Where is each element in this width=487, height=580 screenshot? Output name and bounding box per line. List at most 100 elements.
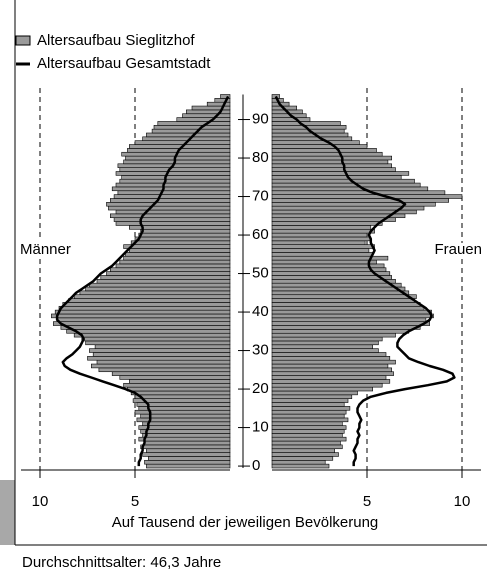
bar [129, 225, 231, 230]
bar [119, 375, 231, 380]
bar [113, 217, 231, 222]
bar [271, 406, 351, 411]
bar [271, 359, 396, 365]
legend-label: Altersaufbau Sieglitzhof [37, 32, 195, 49]
y-tick-label: 0 [252, 457, 260, 474]
bar [271, 275, 392, 280]
bar [271, 463, 330, 469]
bar [106, 202, 231, 207]
bar [271, 182, 421, 188]
bar [142, 136, 231, 142]
bar [271, 352, 387, 357]
bar [271, 429, 345, 434]
y-tick-label: 40 [252, 303, 269, 320]
bar [115, 182, 231, 188]
bar [157, 121, 231, 126]
bar [271, 390, 358, 396]
bar [100, 275, 231, 280]
bar [56, 317, 231, 322]
bar [271, 433, 343, 438]
bar [113, 194, 231, 199]
bar [58, 305, 231, 311]
bar [110, 213, 231, 219]
bar [79, 290, 231, 296]
legend-swatch [15, 35, 31, 46]
bar [271, 436, 347, 442]
x-tick-label: 10 [454, 493, 471, 510]
bar [271, 459, 326, 465]
bar [271, 213, 406, 219]
bar [271, 236, 372, 242]
bar [271, 386, 373, 392]
x-tick-label: 5 [363, 493, 371, 510]
bar [271, 317, 427, 322]
bar [271, 290, 410, 296]
bar [271, 144, 368, 149]
bar [106, 271, 231, 276]
bar [140, 413, 231, 419]
y-tick-label: 60 [252, 226, 269, 243]
bar [127, 386, 231, 392]
y-tick-label: 20 [252, 380, 269, 397]
bar [220, 94, 231, 99]
bar [271, 325, 421, 330]
bar [271, 332, 396, 338]
bar [110, 267, 231, 272]
bar [89, 348, 231, 353]
bar [81, 336, 231, 342]
bar [146, 463, 231, 469]
bar [271, 279, 396, 284]
bar [130, 240, 231, 245]
bar [271, 225, 372, 230]
bar [121, 175, 231, 180]
bar [96, 279, 231, 284]
bar [186, 109, 231, 115]
bar [271, 452, 339, 457]
bar [271, 309, 432, 315]
bar [153, 125, 231, 130]
bar [142, 433, 231, 438]
bar [138, 425, 231, 430]
bar [271, 417, 349, 423]
bar [123, 159, 231, 165]
bar [66, 329, 231, 334]
bar [51, 313, 231, 319]
bar [271, 402, 345, 407]
bar [271, 240, 366, 245]
bar [111, 186, 231, 192]
bar [123, 244, 231, 249]
bar [144, 440, 231, 446]
bar [271, 375, 387, 380]
bar [140, 444, 231, 450]
bar [271, 140, 360, 145]
bar [115, 263, 231, 269]
bar [271, 148, 377, 153]
bar [140, 429, 231, 434]
bar [271, 356, 391, 361]
bar [271, 167, 396, 172]
bar [119, 167, 231, 172]
bar [92, 352, 231, 357]
bar [91, 363, 231, 369]
bar [98, 367, 231, 373]
bar [142, 452, 231, 457]
bar [134, 394, 231, 399]
bar [111, 371, 231, 376]
bar [271, 313, 434, 319]
bar [271, 282, 402, 288]
bar [130, 390, 231, 396]
bar [271, 171, 410, 176]
bar [136, 402, 231, 407]
bar [96, 359, 231, 365]
bar [138, 406, 231, 411]
side-label: Frauen [434, 241, 482, 258]
bar [68, 298, 231, 303]
bar [73, 294, 231, 299]
bar [271, 136, 353, 142]
bar [271, 232, 368, 238]
bar [271, 336, 383, 342]
bar [271, 244, 375, 249]
bar [138, 436, 231, 442]
bar [54, 309, 231, 315]
